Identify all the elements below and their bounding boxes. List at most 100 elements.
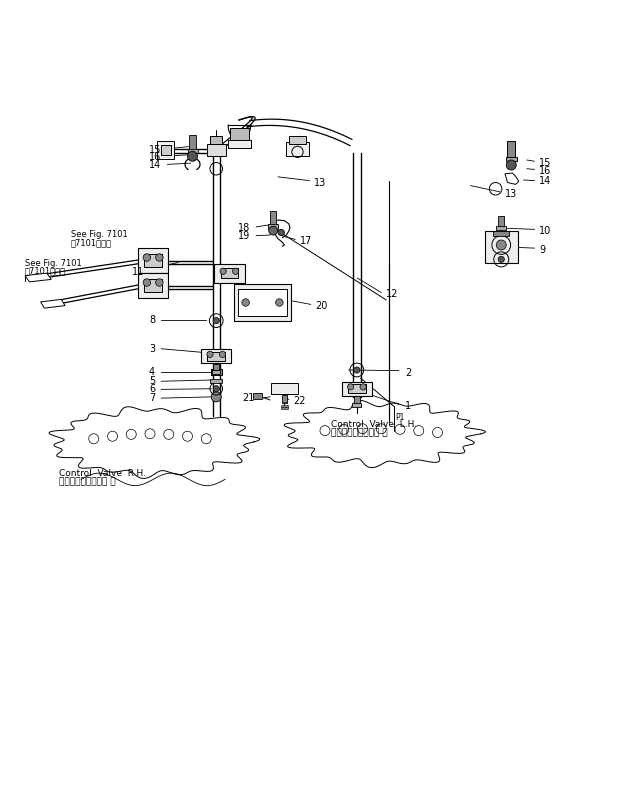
Circle shape xyxy=(143,278,151,286)
Text: 5: 5 xyxy=(149,376,155,386)
Text: 3: 3 xyxy=(149,344,155,354)
Text: Control  Valve  R.H.: Control Valve R.H. xyxy=(59,469,146,478)
Bar xyxy=(506,157,517,161)
Text: 13: 13 xyxy=(505,189,518,198)
Circle shape xyxy=(143,254,151,262)
Bar xyxy=(253,393,262,398)
Text: 19: 19 xyxy=(238,231,250,242)
Circle shape xyxy=(207,351,213,358)
Circle shape xyxy=(506,160,516,170)
Bar xyxy=(188,150,198,153)
Bar xyxy=(281,402,288,403)
Text: 2: 2 xyxy=(405,367,411,378)
Bar xyxy=(230,128,249,141)
Bar xyxy=(208,352,225,361)
Circle shape xyxy=(278,230,284,236)
Polygon shape xyxy=(25,273,51,282)
Bar xyxy=(498,216,504,228)
Circle shape xyxy=(276,298,283,306)
Text: 6: 6 xyxy=(149,384,155,394)
Bar xyxy=(496,226,506,230)
Circle shape xyxy=(220,268,226,274)
Text: 14: 14 xyxy=(539,176,552,186)
Text: コントロールバルブ 左: コントロールバルブ 左 xyxy=(331,429,388,438)
Bar xyxy=(289,136,306,144)
Circle shape xyxy=(496,240,506,250)
Circle shape xyxy=(156,254,163,262)
Text: 10: 10 xyxy=(539,226,552,236)
Text: 20: 20 xyxy=(316,302,328,311)
Text: Control  Valve  L.H.: Control Valve L.H. xyxy=(331,420,418,430)
Text: See Fig. 7101: See Fig. 7101 xyxy=(25,258,82,267)
Bar xyxy=(161,145,171,155)
Bar xyxy=(286,142,309,156)
Bar xyxy=(221,268,238,278)
Bar xyxy=(342,382,372,396)
Text: 9: 9 xyxy=(539,245,546,255)
Circle shape xyxy=(498,256,504,262)
Text: 15: 15 xyxy=(149,145,161,155)
Bar xyxy=(214,264,245,282)
Text: 15: 15 xyxy=(539,158,552,167)
Circle shape xyxy=(348,384,354,390)
Text: P1: P1 xyxy=(395,413,404,422)
Text: 21: 21 xyxy=(242,393,255,403)
Circle shape xyxy=(188,151,198,162)
Circle shape xyxy=(211,392,221,402)
Bar xyxy=(352,403,361,407)
Bar xyxy=(493,231,509,236)
Text: 4: 4 xyxy=(149,367,155,377)
Circle shape xyxy=(269,226,278,235)
Bar xyxy=(281,407,288,409)
Polygon shape xyxy=(505,173,519,184)
Bar xyxy=(189,135,196,153)
Bar xyxy=(213,370,220,374)
Bar xyxy=(354,396,360,404)
Bar xyxy=(138,273,168,298)
Text: 22: 22 xyxy=(294,396,306,406)
Polygon shape xyxy=(41,299,65,308)
Bar xyxy=(228,140,251,147)
Text: 16: 16 xyxy=(149,153,161,162)
Bar xyxy=(270,211,276,226)
Circle shape xyxy=(219,351,226,358)
Bar xyxy=(348,384,366,393)
Bar xyxy=(268,224,278,229)
Text: 7: 7 xyxy=(149,393,155,403)
Text: 1: 1 xyxy=(405,402,411,411)
Text: See Fig. 7101: See Fig. 7101 xyxy=(71,230,128,239)
Text: 第7101図参照: 第7101図参照 xyxy=(25,266,66,275)
Text: 16: 16 xyxy=(539,166,552,176)
Circle shape xyxy=(232,268,239,274)
Bar xyxy=(144,254,162,267)
Circle shape xyxy=(213,318,219,324)
Circle shape xyxy=(354,367,360,373)
Bar xyxy=(485,231,518,262)
Bar xyxy=(281,395,288,402)
Bar xyxy=(210,136,222,144)
Text: 13: 13 xyxy=(314,178,327,187)
Bar xyxy=(211,369,222,375)
Text: 8: 8 xyxy=(149,315,155,325)
Bar xyxy=(238,289,287,316)
Bar xyxy=(144,279,162,292)
Bar xyxy=(201,350,231,363)
Bar xyxy=(213,364,219,370)
Text: 11: 11 xyxy=(131,267,144,277)
Circle shape xyxy=(242,298,249,306)
Text: 第7101図参照: 第7101図参照 xyxy=(71,238,112,247)
Circle shape xyxy=(156,278,163,286)
Text: 17: 17 xyxy=(300,236,312,246)
Circle shape xyxy=(213,386,219,392)
Bar xyxy=(234,284,291,321)
Bar xyxy=(157,142,174,158)
Bar xyxy=(138,248,168,273)
Text: 18: 18 xyxy=(238,223,250,233)
Text: 14: 14 xyxy=(149,160,161,170)
Text: コントロールバルブ 右: コントロールバルブ 右 xyxy=(59,478,116,486)
Text: 12: 12 xyxy=(386,289,399,298)
Bar xyxy=(508,141,515,159)
Bar xyxy=(210,379,222,383)
Bar xyxy=(207,144,226,156)
Circle shape xyxy=(360,384,366,390)
